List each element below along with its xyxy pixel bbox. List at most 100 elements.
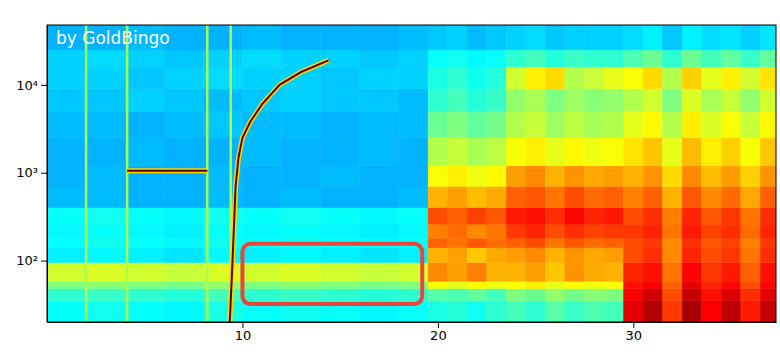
cell (242, 208, 281, 224)
cell (203, 25, 242, 50)
cell (565, 138, 585, 166)
cell (399, 50, 428, 67)
cell (760, 263, 776, 282)
cell (448, 248, 468, 263)
cell (624, 166, 644, 187)
cell (125, 301, 164, 322)
cell (282, 89, 321, 111)
cell (242, 248, 281, 263)
cell (164, 138, 203, 166)
cell (760, 224, 776, 238)
cell (643, 186, 663, 207)
cell (721, 50, 741, 67)
cell (643, 166, 663, 187)
cell (643, 238, 663, 248)
cell (360, 89, 399, 111)
plot-area (47, 25, 776, 322)
cell (741, 238, 761, 248)
cell (526, 67, 546, 89)
cell (360, 263, 399, 282)
cell (663, 224, 683, 238)
cell (506, 238, 526, 248)
cell (428, 111, 448, 137)
cell (624, 281, 644, 288)
cell (682, 138, 702, 166)
cell (741, 138, 761, 166)
cell (506, 224, 526, 238)
cell (506, 67, 526, 89)
cell (565, 289, 585, 301)
cell (506, 263, 526, 282)
cell (624, 25, 644, 50)
cell (721, 281, 741, 288)
cell (584, 281, 604, 288)
cell (604, 50, 624, 67)
cell (721, 224, 741, 238)
cell (682, 281, 702, 288)
cell (164, 289, 203, 301)
cell (624, 50, 644, 67)
cell (702, 248, 722, 263)
cell (242, 186, 281, 207)
x-tick-label: 30 (626, 328, 643, 343)
cell (428, 67, 448, 89)
cell (164, 224, 203, 238)
cell (47, 89, 86, 111)
cell (467, 138, 487, 166)
y-tick-mark (41, 85, 47, 86)
cell (545, 208, 565, 224)
cell (604, 301, 624, 322)
cell (702, 263, 722, 282)
cell (682, 186, 702, 207)
cell (760, 25, 776, 50)
cell (487, 50, 507, 67)
cell (467, 263, 487, 282)
cell (467, 186, 487, 207)
cell (526, 281, 546, 288)
cell (643, 138, 663, 166)
cell (467, 89, 487, 111)
plot-frame (47, 25, 776, 322)
cell (663, 208, 683, 224)
cell (682, 166, 702, 187)
cell (47, 50, 86, 67)
cell (399, 208, 428, 224)
cell (125, 208, 164, 224)
cell (624, 208, 644, 224)
cell (360, 50, 399, 67)
x-tick-label: 20 (430, 328, 447, 343)
cell (526, 166, 546, 187)
cell (663, 50, 683, 67)
cell (321, 281, 360, 288)
cell (321, 25, 360, 50)
cell (428, 248, 448, 263)
cell (624, 238, 644, 248)
cell (203, 89, 242, 111)
cell (702, 186, 722, 207)
cell (663, 281, 683, 288)
cell (487, 89, 507, 111)
cell (506, 289, 526, 301)
cell (526, 138, 546, 166)
cell (721, 289, 741, 301)
cell (360, 248, 399, 263)
cell (682, 50, 702, 67)
cell (428, 208, 448, 224)
cell (487, 238, 507, 248)
cell (47, 166, 86, 187)
cell (702, 224, 722, 238)
cell (624, 67, 644, 89)
cell (47, 238, 86, 248)
cell (643, 248, 663, 263)
cell (545, 138, 565, 166)
cell (467, 111, 487, 137)
cell (643, 89, 663, 111)
cell (467, 67, 487, 89)
cell (164, 301, 203, 322)
cell (86, 67, 125, 89)
cell (125, 289, 164, 301)
cell (487, 67, 507, 89)
cell (321, 138, 360, 166)
cell (545, 50, 565, 67)
cell (604, 289, 624, 301)
